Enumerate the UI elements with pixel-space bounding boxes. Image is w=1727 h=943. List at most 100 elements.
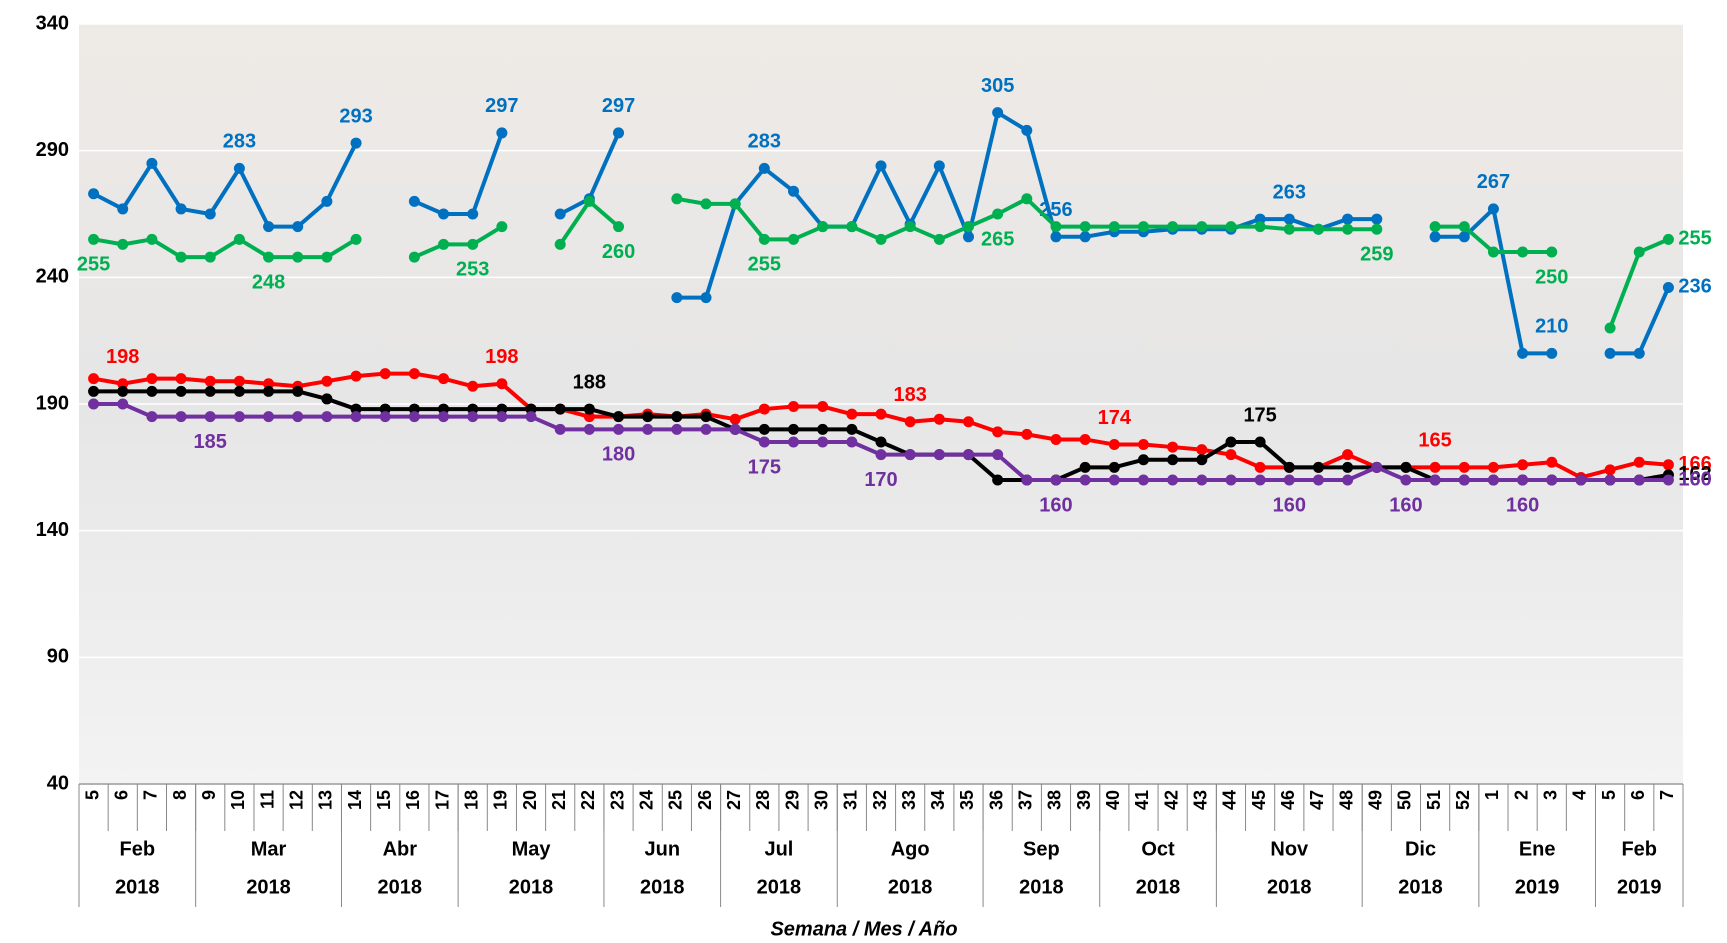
data-label: 305 bbox=[981, 75, 1014, 97]
data-point bbox=[1605, 464, 1616, 475]
x-tick-label: 12 bbox=[286, 790, 306, 810]
x-axis-title: Semana / Mes / Año bbox=[770, 918, 957, 940]
data-point bbox=[1430, 231, 1441, 242]
data-point bbox=[992, 475, 1003, 486]
data-point bbox=[1050, 434, 1061, 445]
y-tick-label: 90 bbox=[47, 646, 69, 668]
data-point bbox=[555, 239, 566, 250]
data-point bbox=[351, 138, 362, 149]
data-point bbox=[321, 411, 332, 422]
data-point bbox=[1459, 462, 1470, 473]
x-tick-label: 25 bbox=[666, 790, 686, 810]
data-point bbox=[671, 193, 682, 204]
data-point bbox=[1634, 475, 1645, 486]
data-point bbox=[730, 198, 741, 209]
data-point bbox=[788, 437, 799, 448]
data-point bbox=[1546, 247, 1557, 258]
data-point bbox=[205, 411, 216, 422]
data-point bbox=[905, 221, 916, 232]
x-tick-label: 27 bbox=[724, 790, 744, 810]
data-point bbox=[1342, 224, 1353, 235]
data-point bbox=[205, 376, 216, 387]
x-tick-label: 37 bbox=[1016, 790, 1036, 810]
month-label: Ene bbox=[1519, 838, 1556, 860]
year-label: 2018 bbox=[1398, 876, 1443, 898]
data-point bbox=[1605, 348, 1616, 359]
x-tick-label: 14 bbox=[345, 790, 365, 810]
data-point bbox=[1634, 457, 1645, 468]
data-point bbox=[788, 424, 799, 435]
data-point bbox=[701, 292, 712, 303]
data-point bbox=[1255, 475, 1266, 486]
data-point bbox=[1400, 475, 1411, 486]
x-tick-label: 43 bbox=[1191, 790, 1211, 810]
data-point bbox=[817, 437, 828, 448]
x-tick-label: 2 bbox=[1511, 790, 1531, 800]
data-point bbox=[1517, 475, 1528, 486]
data-point bbox=[730, 424, 741, 435]
data-label: 185 bbox=[194, 431, 227, 453]
data-point bbox=[1284, 224, 1295, 235]
x-tick-label: 38 bbox=[1045, 790, 1065, 810]
data-point bbox=[176, 203, 187, 214]
data-point bbox=[1546, 348, 1557, 359]
data-point bbox=[759, 163, 770, 174]
x-tick-label: 6 bbox=[1628, 790, 1648, 800]
data-point bbox=[234, 411, 245, 422]
data-point bbox=[1663, 475, 1674, 486]
x-tick-label: 13 bbox=[316, 790, 336, 810]
data-point bbox=[788, 234, 799, 245]
data-point bbox=[88, 234, 99, 245]
data-point bbox=[817, 221, 828, 232]
data-label: 263 bbox=[1273, 181, 1306, 203]
data-point bbox=[1663, 282, 1674, 293]
data-label: 293 bbox=[339, 105, 372, 127]
data-point bbox=[1138, 221, 1149, 232]
year-label: 2019 bbox=[1515, 876, 1560, 898]
x-tick-label: 26 bbox=[695, 790, 715, 810]
data-point bbox=[263, 386, 274, 397]
data-point bbox=[117, 386, 128, 397]
month-label: Nov bbox=[1270, 838, 1309, 860]
month-label: Abr bbox=[383, 838, 418, 860]
data-point bbox=[1109, 439, 1120, 450]
data-point bbox=[876, 437, 887, 448]
data-point bbox=[1196, 475, 1207, 486]
data-point bbox=[846, 221, 857, 232]
data-label: 255 bbox=[1678, 228, 1711, 250]
data-point bbox=[701, 424, 712, 435]
year-label: 2019 bbox=[1617, 876, 1662, 898]
data-point bbox=[467, 209, 478, 220]
year-label: 2018 bbox=[1267, 876, 1312, 898]
data-point bbox=[963, 231, 974, 242]
month-label: Feb bbox=[1621, 838, 1657, 860]
x-tick-label: 47 bbox=[1307, 790, 1327, 810]
data-point bbox=[1167, 221, 1178, 232]
data-point bbox=[1342, 449, 1353, 460]
data-point bbox=[1284, 475, 1295, 486]
data-label: 160 bbox=[1273, 494, 1306, 516]
x-tick-label: 50 bbox=[1395, 790, 1415, 810]
data-point bbox=[409, 368, 420, 379]
x-tick-label: 32 bbox=[870, 790, 890, 810]
data-point bbox=[613, 424, 624, 435]
data-label: 259 bbox=[1360, 243, 1393, 265]
data-label: 250 bbox=[1535, 266, 1568, 288]
data-point bbox=[1313, 224, 1324, 235]
data-point bbox=[88, 373, 99, 384]
data-point bbox=[992, 449, 1003, 460]
data-label: 160 bbox=[1506, 494, 1539, 516]
month-label: Mar bbox=[251, 838, 287, 860]
data-point bbox=[1371, 462, 1382, 473]
data-point bbox=[1225, 437, 1236, 448]
data-point bbox=[1575, 475, 1586, 486]
data-point bbox=[176, 386, 187, 397]
x-tick-label: 15 bbox=[374, 790, 394, 810]
data-point bbox=[1196, 444, 1207, 455]
data-point bbox=[846, 409, 857, 420]
data-point bbox=[788, 186, 799, 197]
data-point bbox=[409, 411, 420, 422]
data-point bbox=[963, 449, 974, 460]
x-tick-label: 52 bbox=[1453, 790, 1473, 810]
data-point bbox=[380, 411, 391, 422]
